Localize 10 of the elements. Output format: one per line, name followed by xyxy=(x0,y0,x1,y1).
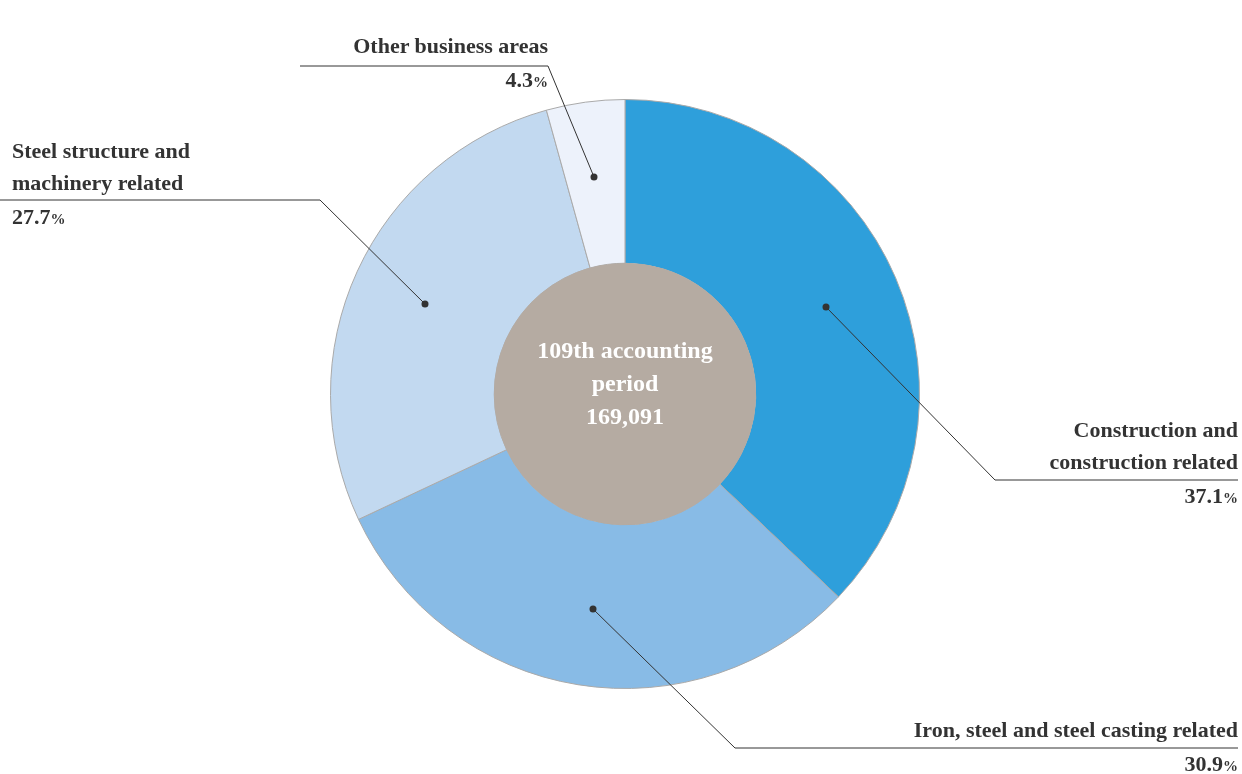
data-label: 37.1% xyxy=(1184,483,1238,508)
data-label: 4.3% xyxy=(505,67,548,92)
text: 169,091 xyxy=(585,402,665,431)
slice-label: Iron, steel and steel casting related xyxy=(912,716,1238,744)
slice-label: Other business areas xyxy=(352,32,548,60)
slice-label: Construction and construction related xyxy=(1048,416,1238,476)
text: 109th accounting period xyxy=(536,336,714,398)
data-label: 27.7% xyxy=(12,204,66,229)
slice-label: Steel structure and machinery related xyxy=(12,137,192,197)
data-label: 30.9% xyxy=(1184,751,1238,774)
